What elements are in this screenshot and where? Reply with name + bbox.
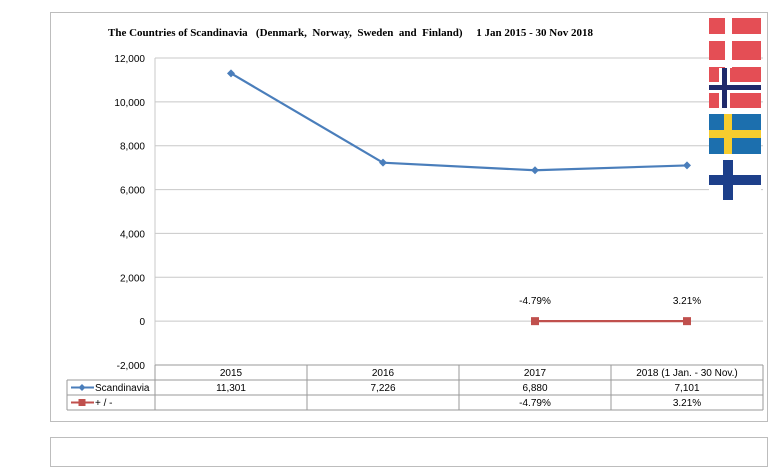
table-cell-value: 3.21%: [673, 398, 701, 409]
gridlines: [154, 57, 763, 366]
y-tick-label: 0: [139, 317, 145, 328]
data-point: [379, 158, 387, 167]
y-tick-label: 8,000: [120, 142, 145, 153]
y-tick-label: 10,000: [114, 98, 145, 109]
data-table: 2015 2016 2017 2018 (1 Jan. - 30 Nov.) Scand…: [66, 364, 764, 411]
data-point: [683, 317, 691, 326]
y-tick-label: 6,000: [120, 186, 145, 197]
y-tick-label: 2,000: [120, 273, 145, 284]
chart-frame: [50, 12, 768, 422]
x-category-label: 2016: [372, 368, 395, 379]
table-cell-value: 11,301: [216, 383, 246, 394]
legend-swatch-marker: [78, 384, 86, 391]
norway-flag-icon: [709, 68, 761, 108]
x-category-label: 2015: [220, 368, 243, 379]
sweden-flag-icon: [709, 114, 761, 154]
y-tick-label: 4,000: [120, 229, 145, 240]
table-cell-value: 7,226: [370, 383, 395, 394]
data-point: [227, 69, 235, 78]
legend-entry: + / -: [95, 398, 113, 409]
table-cell-value: -4.79%: [519, 398, 551, 409]
x-category-label: 2017: [524, 368, 547, 379]
table-cell-value: 7,101: [674, 383, 699, 394]
y-tick-label: 12,000: [114, 54, 145, 65]
x-category-label: 2018 (1 Jan. - 30 Nov.): [636, 368, 738, 379]
y-tick-label: -2,000: [117, 361, 146, 372]
finland-flag-icon: [709, 160, 761, 200]
legend-entry: Scandinavia: [95, 383, 150, 394]
chart-title: The Countries of Scandinavia (Denmark, N…: [108, 27, 593, 39]
data-label: -4.79%: [519, 296, 551, 307]
data-point: [531, 317, 539, 326]
table-cell-value: 6,880: [522, 383, 547, 394]
chart: The Countries of Scandinavia (Denmark, N…: [66, 18, 764, 411]
legend-swatch-marker: [78, 399, 86, 406]
data-point: [683, 161, 691, 170]
series-line-0: [230, 72, 688, 172]
y-axis-ticks: 12,000 10,000 8,000 6,000 4,000 2,000 0 -2,000: [114, 54, 145, 372]
series-layer: -4.79% 3.21%: [227, 69, 701, 326]
data-label: 3.21%: [673, 296, 701, 307]
flags: [709, 18, 761, 200]
data-point: [531, 166, 539, 175]
